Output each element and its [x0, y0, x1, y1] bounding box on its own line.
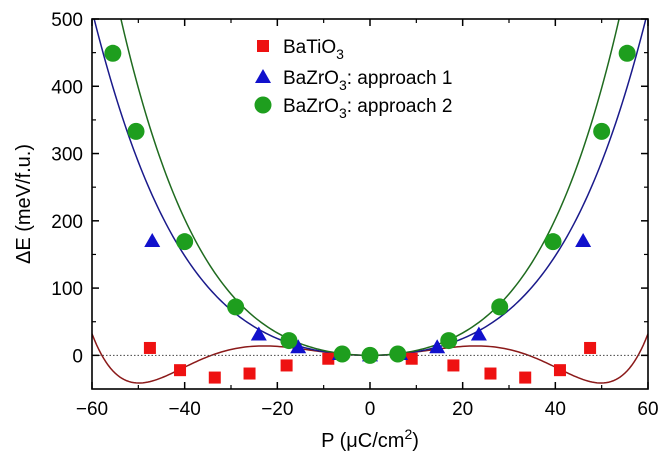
data-point-bazro3-approach-2	[104, 44, 122, 62]
legend-label-bazro3-approach-2: BaZrO3: approach 2	[283, 96, 452, 121]
data-point-batio3	[484, 367, 497, 380]
legend-marker-bazro3-approach-1	[255, 69, 271, 83]
y-tick-label: 0	[72, 346, 83, 367]
data-points	[104, 44, 636, 384]
data-point-bazro3-approach-2	[280, 332, 298, 350]
data-point-batio3	[322, 352, 335, 365]
x-tick-label: 40	[545, 399, 566, 420]
data-point-bazro3-approach-1	[250, 326, 267, 341]
legend-label-bazro3-approach-1: BaZrO3: approach 1	[283, 68, 452, 93]
legend-label-batio3: BaTiO3	[283, 37, 344, 62]
data-point-bazro3-approach-2	[361, 346, 379, 364]
data-point-bazro3-approach-2	[227, 298, 245, 316]
data-point-bazro3-approach-2	[618, 44, 636, 62]
x-tick-label: 20	[452, 399, 473, 420]
data-point-batio3	[208, 371, 221, 384]
legend-marker-batio3	[257, 40, 269, 52]
fit-curve-bazro3-approach-2	[120, 19, 620, 357]
fit-curve-bazro3-approach-1	[93, 19, 647, 357]
data-point-bazro3-approach-2	[333, 345, 351, 363]
y-tick-label: 500	[51, 10, 83, 31]
data-point-batio3	[243, 367, 256, 380]
data-point-bazro3-approach-2	[544, 233, 562, 251]
data-point-bazro3-approach-2	[491, 298, 509, 316]
data-point-batio3	[519, 371, 532, 384]
y-tick-label: 100	[51, 279, 83, 300]
y-tick-label: 400	[51, 77, 83, 98]
x-tick-label: 0	[365, 399, 376, 420]
data-point-bazro3-approach-2	[127, 122, 145, 140]
x-tick-label: 60	[637, 399, 658, 420]
data-point-bazro3-approach-2	[440, 332, 458, 350]
x-tick-label: −60	[76, 399, 108, 420]
data-point-bazro3-approach-2	[593, 122, 611, 140]
data-point-bazro3-approach-2	[176, 233, 194, 251]
x-tick-labels: −60 −40 −20 0 20 40 60	[76, 399, 659, 420]
legend-marker-bazro3-approach-2	[254, 96, 272, 114]
data-point-batio3	[280, 359, 293, 372]
data-point-batio3	[584, 341, 597, 354]
data-point-bazro3-approach-2	[389, 345, 407, 363]
data-point-batio3	[447, 359, 460, 372]
y-tick-labels: 0 100 200 300 400 500	[51, 10, 83, 367]
data-point-bazro3-approach-1	[429, 339, 446, 354]
data-point-batio3	[174, 364, 187, 377]
x-axis-label: P (μC/cm2)	[321, 426, 419, 452]
data-point-bazro3-approach-1	[290, 339, 307, 354]
data-point-bazro3-approach-1	[144, 233, 161, 247]
x-tick-label: −20	[261, 399, 293, 420]
legend: BaTiO3 BaZrO3: approach 1 BaZrO3: approach…	[254, 37, 452, 121]
x-tick-label: −40	[169, 399, 201, 420]
y-tick-label: 300	[51, 145, 83, 166]
data-point-batio3	[143, 341, 156, 354]
y-tick-label: 200	[51, 212, 83, 233]
y-axis-label: ΔE (meV/f.u.)	[13, 144, 35, 264]
data-point-bazro3-approach-1	[470, 326, 487, 341]
data-point-batio3	[405, 352, 418, 365]
data-point-bazro3-approach-1	[575, 233, 592, 247]
data-point-batio3	[553, 364, 566, 377]
fit-curves	[92, 19, 648, 384]
axis-ticks	[91, 18, 649, 389]
